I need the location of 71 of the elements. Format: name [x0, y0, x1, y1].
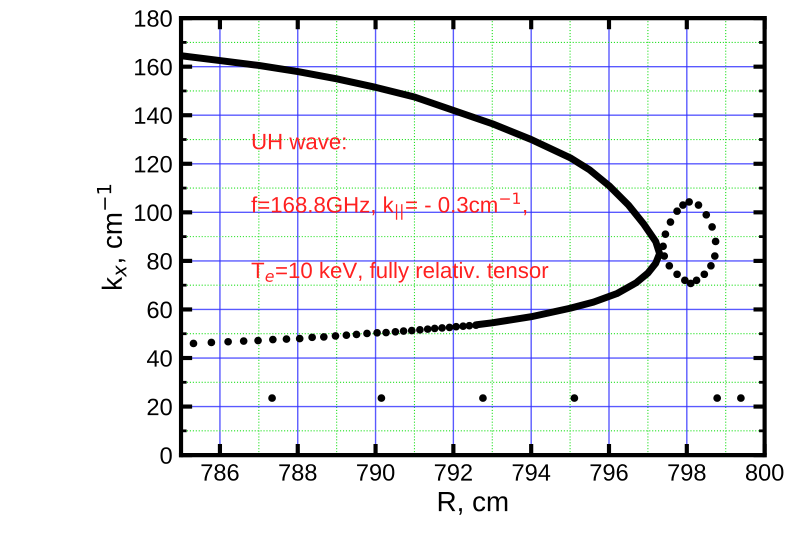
point: [254, 336, 262, 344]
point: [662, 230, 670, 238]
y-tick-label: 0: [160, 447, 172, 464]
point: [660, 252, 668, 260]
point: [694, 201, 702, 209]
y-tick-label: 140: [135, 107, 172, 124]
point: [686, 280, 695, 288]
point: [685, 198, 693, 206]
point: [296, 334, 304, 342]
x-tick-label: 796: [590, 464, 628, 481]
point: [446, 324, 454, 332]
point: [712, 238, 720, 246]
point: [452, 322, 460, 330]
point: [240, 337, 248, 345]
point: [711, 252, 719, 260]
point: [466, 322, 474, 330]
point: [373, 328, 381, 337]
x-tick-label: 790: [357, 464, 394, 481]
point: [268, 394, 276, 402]
point: [400, 327, 408, 335]
point: [737, 394, 745, 402]
x-tick-label: 798: [668, 464, 706, 481]
y-tick-label: 60: [148, 302, 172, 318]
y-tick-label: 100: [135, 204, 172, 222]
point: [424, 325, 432, 333]
y-tick-label: 40: [146, 350, 172, 367]
point: [673, 270, 681, 278]
point: [692, 276, 700, 284]
point: [700, 270, 708, 278]
y-tick-label: 120: [135, 156, 172, 173]
y-tick-label: 20: [148, 398, 172, 416]
x-tick-label: 794: [512, 464, 550, 481]
point: [382, 328, 390, 336]
point: [190, 340, 198, 348]
point: [673, 207, 681, 215]
y-tick-label: 160: [135, 58, 172, 76]
x-tick-label: 786: [201, 464, 239, 481]
point: [707, 262, 715, 270]
point: [681, 276, 689, 284]
point: [666, 218, 674, 226]
x-axis-title: R, cm: [438, 492, 508, 515]
point: [659, 242, 667, 250]
point: [378, 394, 386, 402]
point: [282, 335, 290, 343]
point: [352, 330, 360, 338]
point: [708, 223, 716, 231]
point: [570, 394, 578, 402]
point: [702, 210, 710, 219]
point: [363, 330, 371, 338]
point: [430, 324, 438, 332]
point: [224, 338, 232, 346]
point: [408, 326, 416, 334]
point: [679, 201, 687, 209]
point: [713, 394, 721, 402]
point: [416, 326, 424, 334]
point: [269, 336, 277, 344]
point: [208, 338, 216, 346]
x-tick-label: 792: [434, 464, 472, 481]
point: [320, 333, 328, 341]
point: [438, 324, 446, 332]
point: [342, 331, 350, 339]
point: [308, 334, 316, 342]
point: [666, 262, 674, 270]
x-tick-label: 788: [279, 464, 316, 481]
y-axis-title: k$_{x}$, cm$^{−1}$: [96, 184, 126, 290]
x-tick-label: 800: [746, 464, 784, 481]
point: [392, 328, 400, 336]
y-tick-label: 180: [135, 10, 172, 27]
point: [332, 332, 340, 340]
point: [479, 394, 487, 402]
y-tick-label: 80: [147, 252, 172, 270]
